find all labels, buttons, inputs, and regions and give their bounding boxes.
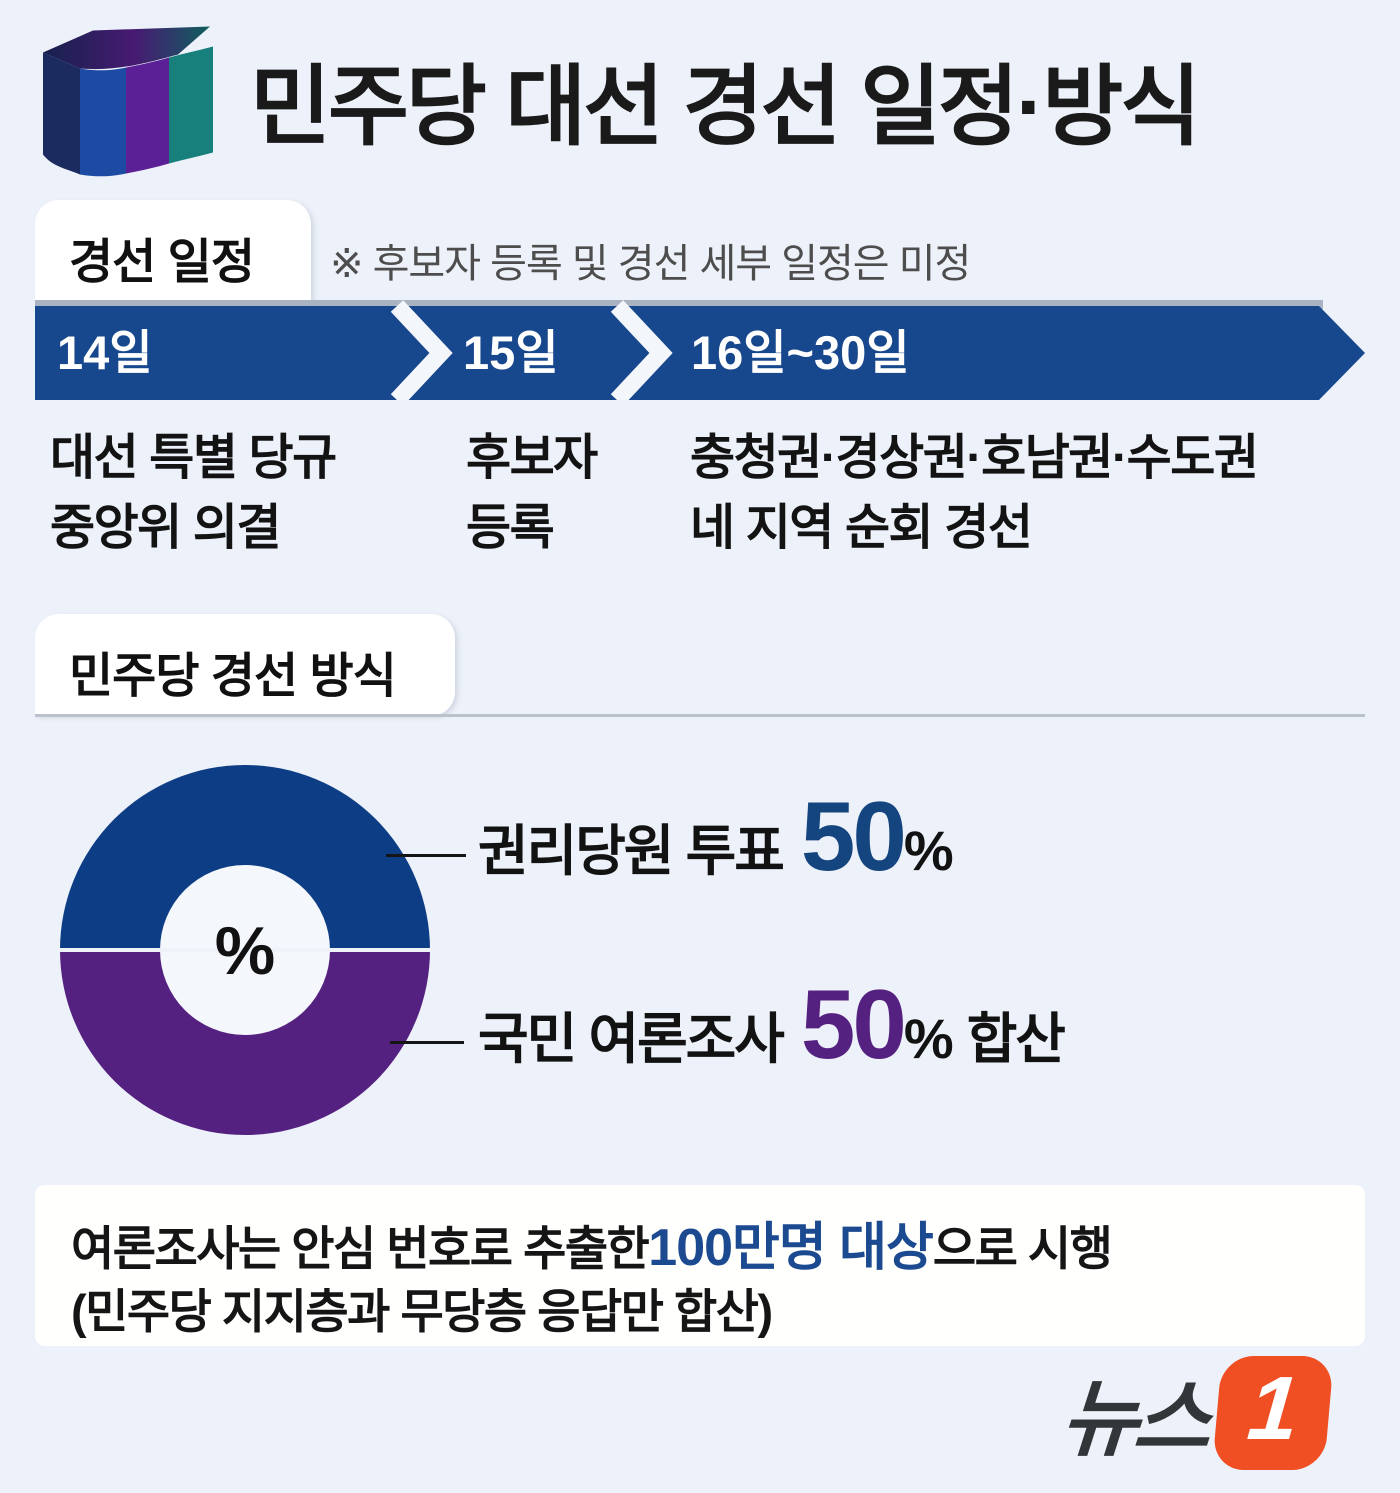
timeline-step-desc-1: 대선 특별 당규 중앙위 의결 <box>50 431 337 555</box>
footnote-line1-prefix: 여론조사는 안심 번호로 추출한 <box>71 1222 650 1275</box>
news1-wordmark: 뉴스 <box>1058 1372 1210 1466</box>
donut-center-symbol: % <box>215 913 275 989</box>
schedule-section-label: 경선 일정 <box>35 200 311 301</box>
footnote-line-1: 여론조사는 안심 번호로 추출한 100만명 대상 으로 시행 <box>71 1205 1113 1280</box>
timeline-chevron-1 <box>390 300 453 400</box>
logo-top-face <box>43 26 210 70</box>
footnote-line1-highlight: 100만명 대상 <box>648 1219 934 1277</box>
donut-segment-gap <box>57 948 433 952</box>
timeline-step-date-3: 16일~30일 <box>691 326 909 379</box>
page-title: 민주당 대선 경선 일정·방식 <box>250 57 1201 156</box>
logo-stripe-teal <box>169 46 213 164</box>
timeline-chevron-2 <box>610 300 673 400</box>
leader-line-members <box>386 854 466 857</box>
news1-one-number: 1 <box>1243 1358 1303 1458</box>
donut-segment-members <box>60 765 430 950</box>
footnote-line-2: (민주당 지지층과 무당층 응답만 합산) <box>71 1285 773 1338</box>
footnote-line1-suffix: 으로 시행 <box>932 1222 1113 1275</box>
news1-one-badge-icon: 1 <box>1211 1355 1334 1470</box>
chart-label-poll-unit: % <box>903 1007 954 1070</box>
timeline-step-desc-3: 충청권·경상권·호남권·수도권 네 지역 순회 경선 <box>690 431 1259 555</box>
timeline-top-edge <box>35 300 1323 309</box>
chart-label-members: 권리당원 투표 50 % <box>478 780 967 893</box>
chart-label-poll-value: 50 <box>800 969 907 1079</box>
chart-label-members-unit: % <box>903 819 954 882</box>
method-section-label-text: 민주당 경선 방식 <box>69 650 397 703</box>
chart-label-poll: 국민 여론조사 50 % 합산 <box>478 968 1066 1081</box>
timeline-bar-shape <box>35 306 1365 400</box>
timeline-step-desc-2: 후보자 등록 <box>466 431 598 555</box>
timeline-step-date-2: 15일 <box>463 326 559 379</box>
leader-line-poll <box>390 1041 464 1044</box>
schedule-note: ※ 후보자 등록 및 경선 세부 일정은 미정 <box>330 242 971 286</box>
method-section-label: 민주당 경선 방식 <box>35 614 455 716</box>
section-divider <box>35 714 1365 717</box>
chart-label-poll-suffix: 합산 <box>966 1008 1066 1070</box>
timeline-arrow-bar: 14일 15일 16일~30일 <box>35 300 1365 400</box>
timeline-step-date-1: 14일 <box>57 326 153 379</box>
logo-stripe-blue <box>80 67 126 177</box>
chart-label-members-name: 권리당원 투표 <box>478 820 785 882</box>
news1-logo: 뉴스 1 <box>1058 1352 1334 1473</box>
footnote-box: 여론조사는 안심 번호로 추출한 100만명 대상 으로 시행 (민주당 지지층… <box>35 1185 1365 1346</box>
chart-label-poll-name: 국민 여론조사 <box>478 1008 785 1070</box>
logo-stripe-purple <box>126 57 169 174</box>
schedule-section-label-text: 경선 일정 <box>69 236 255 289</box>
party-flag-icon <box>43 26 213 177</box>
donut-segment-poll <box>60 950 430 1135</box>
logo-left-face <box>43 52 80 175</box>
chart-label-members-value: 50 <box>800 781 907 891</box>
donut-chart: % <box>57 765 433 1135</box>
